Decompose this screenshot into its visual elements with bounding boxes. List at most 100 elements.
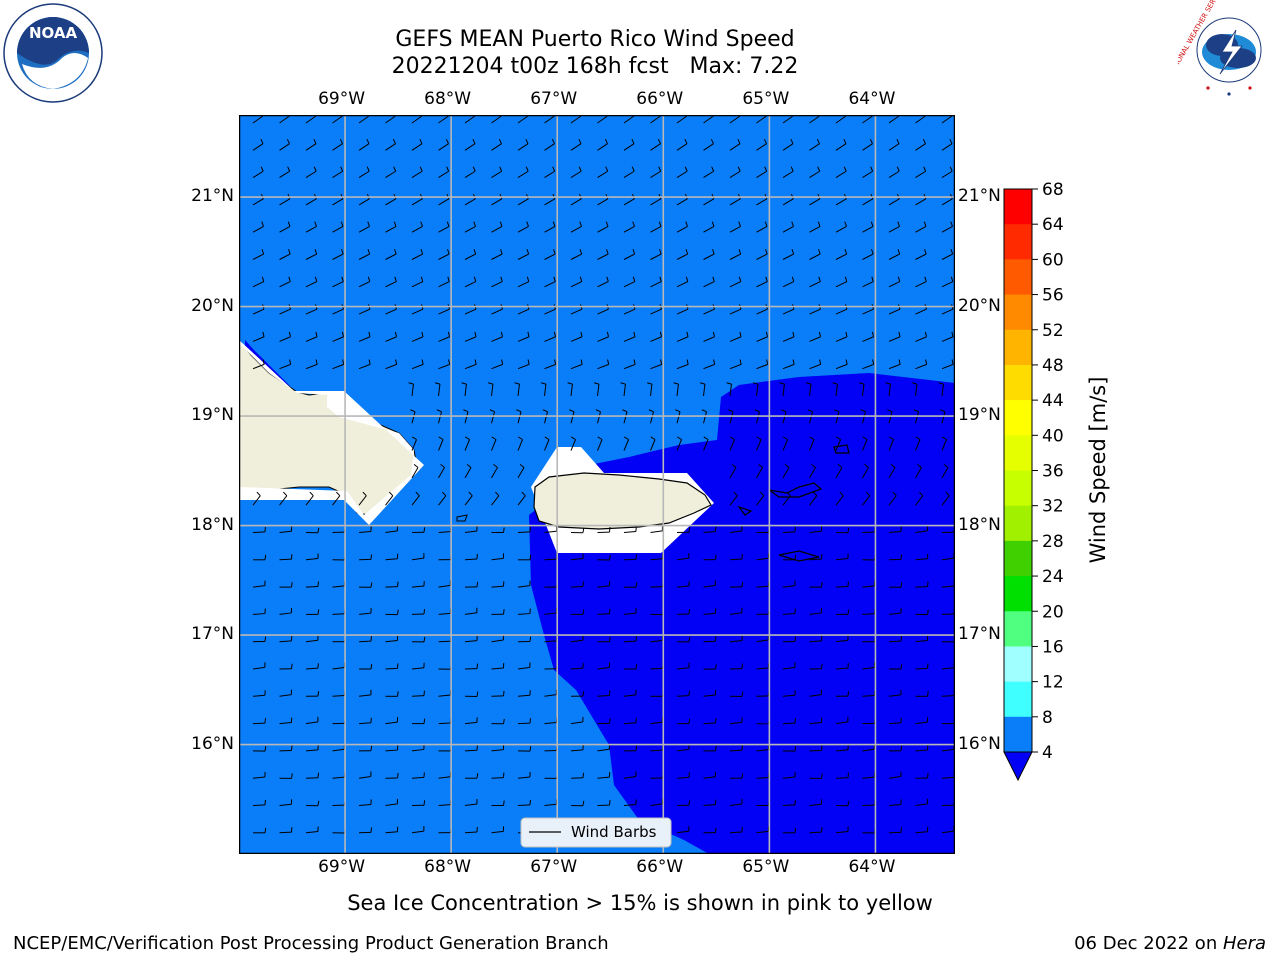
wind-barb [279, 663, 293, 670]
colorbar-tick-label: 36 [1042, 462, 1064, 482]
wind-barb [597, 718, 611, 725]
wind-barb [703, 359, 716, 370]
wind-barb [756, 491, 765, 506]
lat-label-right: 21°N [958, 186, 1001, 207]
wind-barb [385, 745, 399, 752]
wind-barb [305, 359, 318, 370]
wind-barb [915, 331, 928, 342]
wind-barb [650, 166, 662, 179]
wind-barb [782, 436, 789, 451]
lon-label-top: 69°W [318, 89, 366, 109]
wind-barb [729, 526, 743, 533]
wind-barb [438, 249, 450, 260]
wind-barb [570, 716, 584, 725]
wind-barb [358, 582, 373, 588]
wind-barb [915, 436, 921, 451]
wind-barb [650, 276, 662, 288]
wind-barb [358, 249, 371, 260]
wind-barb [252, 491, 261, 506]
sea-ice-note: Sea Ice Concentration > 15% is shown in … [347, 891, 933, 915]
wind-barb [279, 689, 292, 697]
wind-barb [544, 436, 550, 451]
wind-barb [491, 166, 503, 179]
wind-barb [491, 491, 500, 506]
colorbar-segment [1004, 716, 1032, 753]
wind-barb [782, 608, 796, 615]
wind-barb [620, 382, 626, 397]
wind-barb [729, 221, 741, 233]
wind-barb [544, 166, 556, 179]
wind-barb [570, 276, 583, 288]
wind-barb [305, 581, 319, 588]
wind-barb [597, 554, 611, 561]
wind-barb [623, 221, 635, 233]
wind-barb [570, 744, 584, 752]
wind-barb [517, 662, 531, 670]
wind-barb [464, 276, 477, 288]
wind-barb [858, 382, 865, 397]
wind-barb [862, 662, 876, 670]
wind-barb [703, 249, 715, 260]
wind-barb [835, 800, 850, 807]
colorbar-label: Wind Speed [m/s] [1086, 377, 1110, 564]
map-frame [239, 115, 955, 854]
wind-barb [464, 436, 471, 451]
wind-barb [434, 382, 441, 397]
wind-barb [676, 826, 690, 834]
colorbar-tick-label: 64 [1042, 215, 1064, 235]
wind-barb [464, 138, 476, 151]
wind-barb [676, 636, 691, 643]
lon-label-bottom: 68°W [424, 857, 472, 877]
wind-barb [597, 221, 609, 233]
wind-barb [491, 826, 505, 834]
wind-barb [517, 436, 524, 451]
wind-barb [941, 221, 953, 233]
wind-barb [358, 799, 372, 806]
wind-barb [677, 718, 691, 725]
wind-barb [782, 276, 795, 288]
wind-barb [862, 166, 874, 179]
wind-barb [676, 772, 690, 779]
wind-barb [597, 138, 608, 151]
wind-barb [517, 249, 530, 260]
wind-barb [385, 635, 399, 643]
wind-barb [514, 382, 520, 397]
wind-barb [252, 690, 266, 697]
wind-barb [491, 464, 498, 479]
lon-label-bottom: 65°W [742, 857, 790, 877]
wind-barb [835, 716, 849, 725]
wind-barb [835, 826, 849, 834]
footer-host: Hera [1222, 933, 1266, 954]
wind-barb [252, 799, 266, 806]
wind-barb [570, 527, 585, 534]
wind-barb [305, 635, 319, 643]
wind-barb [544, 331, 557, 342]
wind-barb [729, 607, 743, 615]
wind-barb [411, 527, 426, 533]
wind-barb [862, 249, 874, 260]
wind-barb [411, 249, 424, 260]
wind-barb [650, 138, 661, 151]
wind-barb [358, 221, 370, 233]
wind-barb [729, 691, 744, 698]
wind-barb [279, 635, 293, 643]
wind-barb [252, 608, 266, 615]
wind-barb [623, 745, 638, 752]
lat-label-right: 19°N [958, 405, 1001, 426]
wind-barb [703, 221, 715, 233]
wind-barb [703, 580, 716, 588]
wind-barb [279, 554, 293, 561]
wind-barb [782, 690, 796, 697]
wind-barb [888, 771, 902, 779]
wind-barb [544, 276, 556, 288]
wind-barb [438, 491, 447, 506]
colorbar-segment [1004, 224, 1032, 260]
lat-label-left: 18°N [191, 514, 234, 535]
wind-barb [491, 359, 504, 370]
wind-barb [359, 663, 373, 670]
wind-barb [835, 331, 848, 342]
wind-barb [570, 800, 585, 807]
wind-barb [676, 138, 688, 151]
wind-barb [491, 249, 503, 260]
wind-barb [438, 359, 451, 370]
